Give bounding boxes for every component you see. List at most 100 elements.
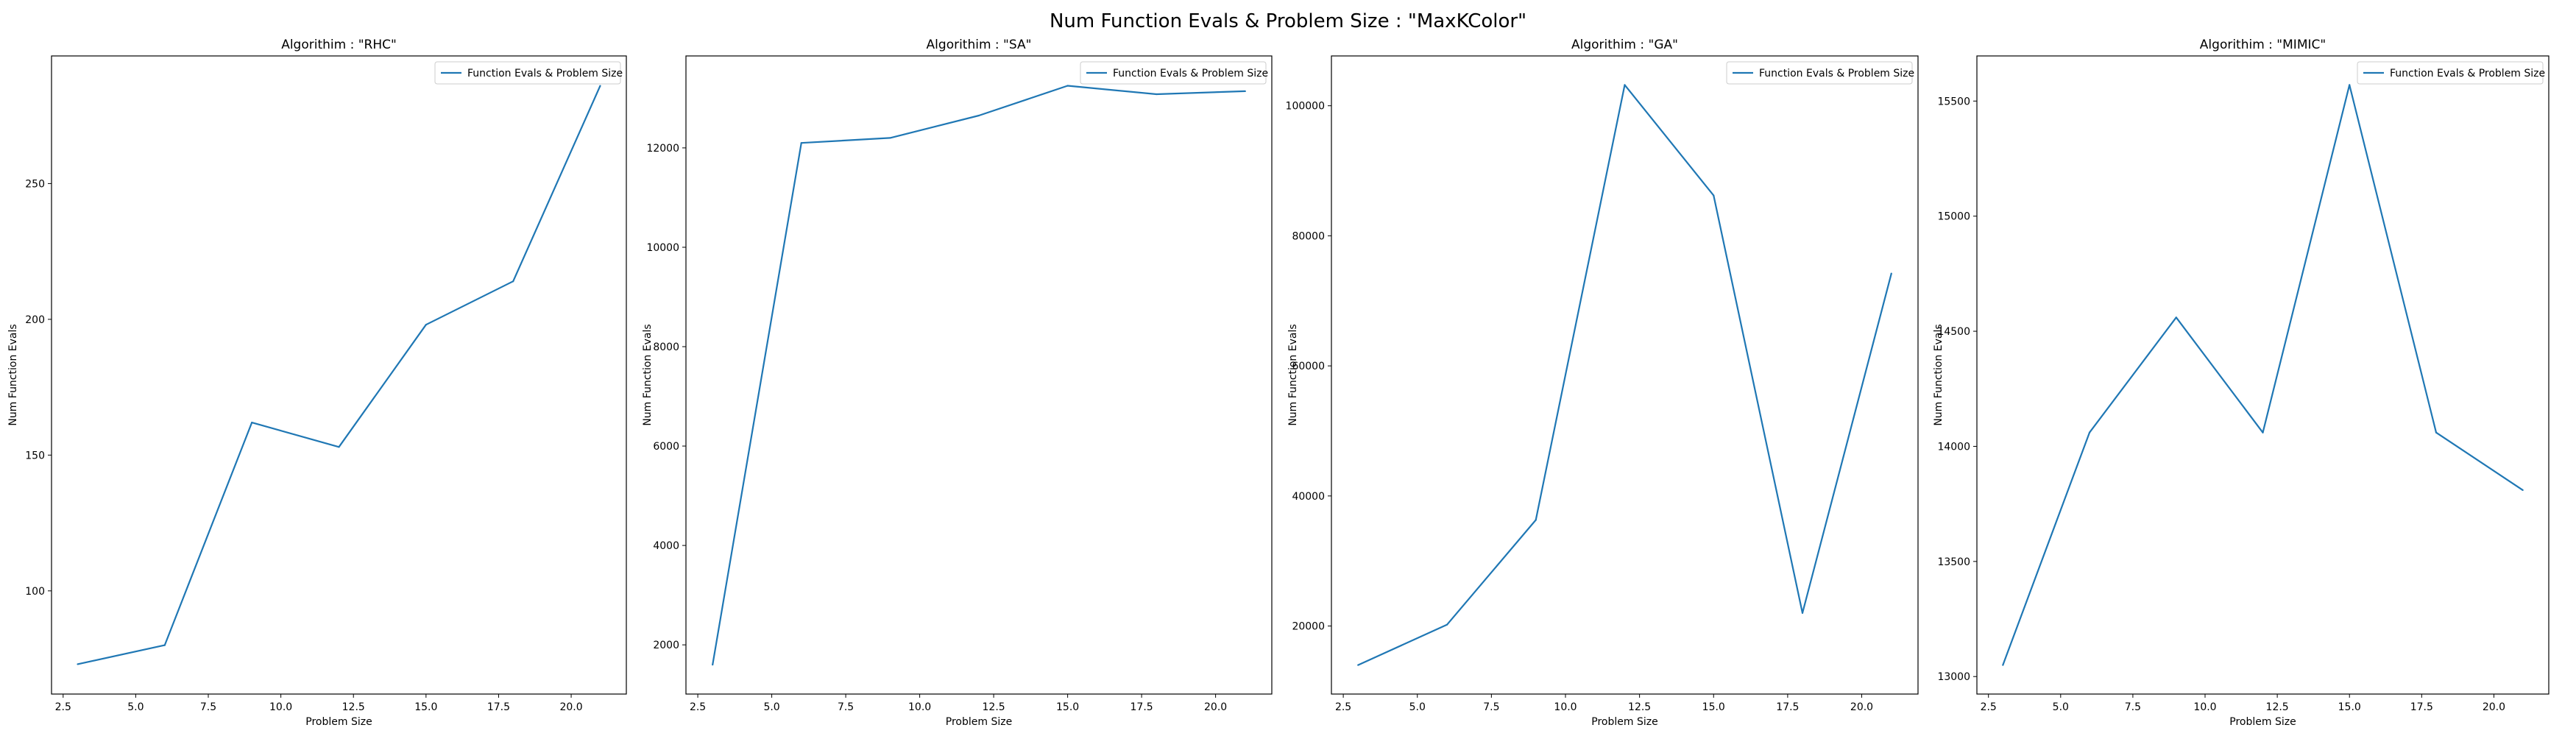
chart1-x-tick-label: 10.0 bbox=[269, 701, 292, 713]
chart2-data-point bbox=[889, 137, 891, 139]
chart2-y-tick-label: 8000 bbox=[653, 342, 679, 353]
chart4-y-tick-label: 13500 bbox=[1937, 556, 1970, 568]
chart3-y-tick-label: 40000 bbox=[1292, 491, 1325, 503]
chart3-data-point bbox=[1890, 272, 1892, 275]
chart4-y-tick-label: 14500 bbox=[1937, 326, 1970, 338]
chart1-x-tick-label: 15.0 bbox=[414, 701, 437, 713]
chart4-x-tick-label: 15.0 bbox=[2338, 701, 2361, 713]
chart4-x-tick-label: 20.0 bbox=[2483, 701, 2505, 713]
chart2-x-tick-label: 17.5 bbox=[1130, 701, 1153, 713]
chart4-axes-frame bbox=[1976, 55, 2550, 695]
chart1-y-axis-label: Num Function Evals bbox=[7, 324, 19, 425]
chart4-legend-box bbox=[2357, 61, 2544, 85]
chart3-x-tick-label: 17.5 bbox=[1776, 701, 1799, 713]
chart1-x-tick-label: 20.0 bbox=[559, 701, 582, 713]
chart2-x-tick-label: 7.5 bbox=[838, 701, 854, 713]
chart2-axes-frame bbox=[685, 55, 1273, 695]
chart4-data-point bbox=[2088, 431, 2091, 434]
chart1-x-tick-label: 12.5 bbox=[342, 701, 365, 713]
chart2-y-tick-label: 4000 bbox=[653, 540, 679, 552]
chart3-x-tick-label: 20.0 bbox=[1850, 701, 1873, 713]
chart1-data-point bbox=[599, 85, 601, 87]
chart3-data-point bbox=[1357, 664, 1359, 666]
chart1-series-line bbox=[77, 85, 601, 665]
chart1-legend-label: Function Evals & Problem Size bbox=[467, 68, 623, 79]
chart3-axes-frame bbox=[1331, 55, 1919, 695]
figure-title: Num Function Evals & Problem Size : "Max… bbox=[1049, 10, 1527, 32]
chart3-data-point bbox=[1801, 612, 1804, 615]
chart3-y-tick-label: 80000 bbox=[1292, 230, 1325, 242]
chart1-legend-box bbox=[434, 61, 621, 85]
chart1-data-point bbox=[163, 644, 166, 646]
chart4-title: Algorithim : "MIMIC" bbox=[2200, 38, 2326, 52]
chart1-x-tick-label: 2.5 bbox=[55, 701, 71, 713]
chart4-x-tick-label: 17.5 bbox=[2410, 701, 2433, 713]
chart1-y-tick-label: 250 bbox=[25, 178, 45, 190]
chart4-x-axis-label: Problem Size bbox=[2229, 716, 2296, 728]
chart4-data-point bbox=[2175, 316, 2177, 319]
chart3-data-point bbox=[1624, 84, 1626, 86]
chart3-x-tick-label: 12.5 bbox=[1628, 701, 1651, 713]
chart4-legend-label: Function Evals & Problem Size bbox=[2390, 68, 2545, 79]
chart1-title: Algorithim : "RHC" bbox=[281, 38, 397, 52]
chart2-legend-label: Function Evals & Problem Size bbox=[1113, 68, 1268, 79]
chart4-data-point bbox=[2262, 431, 2264, 434]
chart1-data-point bbox=[77, 663, 79, 665]
chart4-data-point bbox=[2002, 664, 2004, 666]
chart4-y-tick-label: 15500 bbox=[1937, 96, 1970, 107]
chart4-y-tick-label: 15000 bbox=[1937, 211, 1970, 223]
chart2-title: Algorithim : "SA" bbox=[927, 38, 1032, 52]
chart4-y-tick-label: 13000 bbox=[1937, 671, 1970, 683]
chart2-data-point bbox=[800, 142, 802, 144]
chart4-x-tick-label: 7.5 bbox=[2125, 701, 2141, 713]
chart2-x-tick-label: 15.0 bbox=[1056, 701, 1079, 713]
chart2-x-tick-label: 20.0 bbox=[1204, 701, 1227, 713]
chart2-x-tick-label: 5.0 bbox=[763, 701, 779, 713]
chart1-data-point bbox=[425, 324, 427, 326]
chart2-y-tick-label: 12000 bbox=[646, 143, 679, 155]
chart3-data-point bbox=[1446, 623, 1448, 626]
chart4-series-line bbox=[2002, 84, 2524, 665]
chart1-x-tick-label: 17.5 bbox=[487, 701, 510, 713]
chart4-x-tick-label: 12.5 bbox=[2266, 701, 2289, 713]
chart2-series-line bbox=[712, 85, 1245, 665]
chart3-x-tick-label: 7.5 bbox=[1483, 701, 1499, 713]
chart3-x-tick-label: 2.5 bbox=[1335, 701, 1351, 713]
chart4-y-tick-label: 14000 bbox=[1937, 441, 1970, 453]
chart2-data-point bbox=[712, 664, 714, 666]
chart1-data-point bbox=[512, 280, 514, 283]
chart1-y-tick-label: 200 bbox=[25, 314, 45, 326]
chart3-y-tick-label: 20000 bbox=[1292, 621, 1325, 633]
chart2-y-axis-label: Num Function Evals bbox=[642, 324, 654, 425]
chart3-legend-label: Function Evals & Problem Size bbox=[1759, 68, 1914, 79]
chart3-data-point bbox=[1713, 194, 1715, 197]
chart2-y-tick-label: 2000 bbox=[653, 640, 679, 651]
chart3-y-tick-label: 100000 bbox=[1286, 101, 1325, 113]
chart3-legend-box bbox=[1726, 61, 1913, 85]
chart2-data-point bbox=[1066, 85, 1069, 87]
chart2-x-axis-label: Problem Size bbox=[946, 716, 1012, 728]
chart3-data-point bbox=[1535, 519, 1537, 521]
chart2-x-tick-label: 2.5 bbox=[690, 701, 706, 713]
chart3-title: Algorithim : "GA" bbox=[1571, 38, 1678, 52]
chart2-data-point bbox=[1156, 93, 1158, 96]
chart2-data-point bbox=[977, 114, 980, 117]
chart4-x-tick-label: 10.0 bbox=[2193, 701, 2216, 713]
chart4-data-point bbox=[2522, 489, 2524, 491]
chart1-y-tick-label: 100 bbox=[25, 586, 45, 598]
chart2-legend-box bbox=[1080, 61, 1267, 85]
chart3-x-tick-label: 10.0 bbox=[1554, 701, 1577, 713]
chart3-series-line bbox=[1357, 84, 1892, 666]
chart1-x-tick-label: 5.0 bbox=[127, 701, 144, 713]
chart2-data-point bbox=[1244, 90, 1246, 93]
chart2-x-tick-label: 12.5 bbox=[983, 701, 1005, 713]
chart4-x-tick-label: 5.0 bbox=[2053, 701, 2069, 713]
chart4-data-point bbox=[2349, 84, 2351, 86]
chart3-x-tick-label: 15.0 bbox=[1702, 701, 1725, 713]
chart1-data-point bbox=[338, 446, 340, 448]
chart1-x-tick-label: 7.5 bbox=[200, 701, 216, 713]
chart4-y-axis-label: Num Function Evals bbox=[1933, 324, 1945, 425]
chart3-y-axis-label: Num Function Evals bbox=[1287, 324, 1299, 425]
chart4-data-point bbox=[2435, 431, 2438, 434]
